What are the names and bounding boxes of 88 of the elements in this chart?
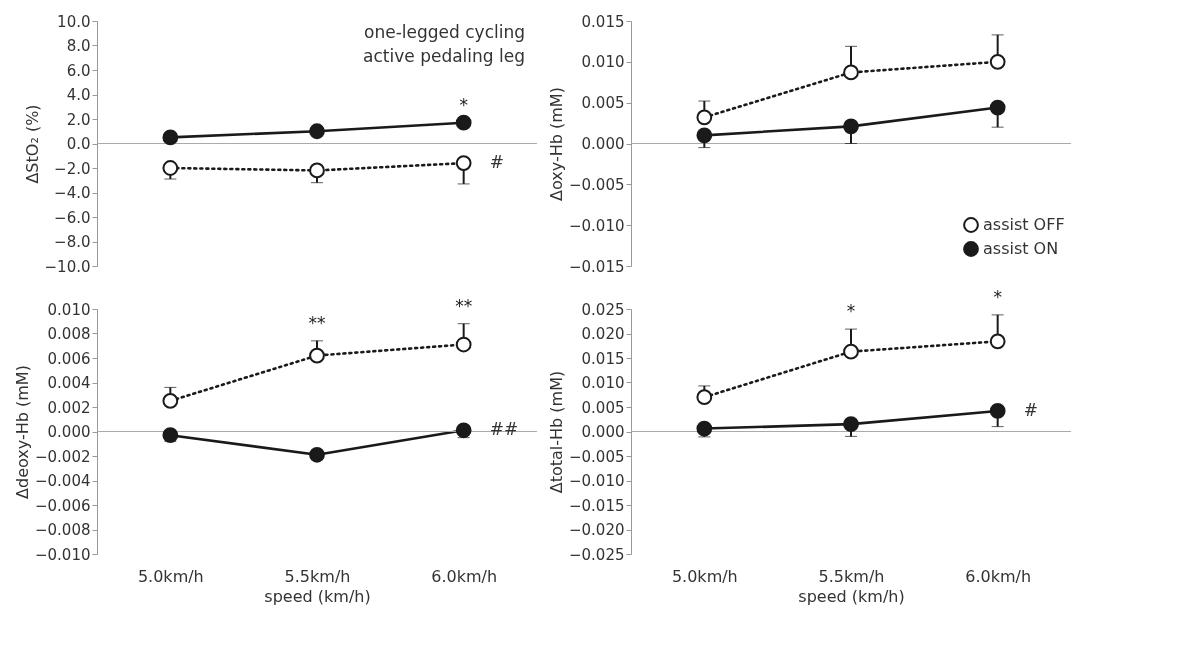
y-tick-label: 0.020 bbox=[581, 325, 625, 343]
annotation: active pedaling leg bbox=[363, 46, 525, 66]
annotation: ** bbox=[455, 295, 473, 316]
y-tick-label: 0.002 bbox=[47, 398, 91, 417]
y-tick-label: −8.0 bbox=[54, 233, 91, 251]
annotation: # bbox=[1023, 399, 1038, 420]
y-tick-label: −0.004 bbox=[34, 472, 91, 490]
point bbox=[309, 446, 325, 463]
y-tick-label: −0.025 bbox=[568, 545, 625, 564]
point bbox=[696, 420, 713, 437]
y-tick-label: −0.005 bbox=[568, 175, 625, 194]
y-tick-label: −0.006 bbox=[34, 496, 91, 515]
point bbox=[696, 389, 713, 406]
y-tick-label: 0.015 bbox=[581, 12, 625, 31]
y-tick-label: −0.010 bbox=[568, 472, 625, 490]
y-tick-label: −4.0 bbox=[54, 184, 91, 202]
point bbox=[843, 64, 859, 81]
y-tick-label: 0.0 bbox=[66, 135, 91, 153]
annotation: one-legged cycling bbox=[364, 22, 525, 42]
x-tick-label: 5.5km/h bbox=[818, 566, 885, 586]
annotation: ## bbox=[489, 419, 519, 440]
y-tick-label: 6.0 bbox=[66, 61, 91, 80]
annotation: ** bbox=[308, 312, 326, 333]
y-axis-title: Δtotal-Hb (mM) bbox=[546, 370, 566, 494]
annotation: * bbox=[459, 94, 468, 115]
y-tick-label: 0.000 bbox=[581, 423, 625, 441]
y-tick-label: −0.015 bbox=[568, 496, 625, 515]
x-axis-title: speed (km/h) bbox=[264, 586, 371, 606]
y-axis-title: ΔStO₂ (%) bbox=[22, 104, 42, 184]
y-tick-label: −6.0 bbox=[54, 208, 91, 227]
y-tick-label: −10.0 bbox=[44, 257, 91, 276]
y-tick-label: −0.010 bbox=[568, 216, 625, 235]
y-tick-label: 2.0 bbox=[66, 110, 91, 129]
y-tick-label: 0.010 bbox=[581, 53, 625, 72]
annotation: * bbox=[846, 301, 856, 322]
annotation: # bbox=[489, 152, 504, 173]
point bbox=[989, 99, 1006, 116]
x-tick-label: 5.5km/h bbox=[284, 566, 351, 586]
y-tick-label: 0.000 bbox=[581, 135, 625, 153]
y-tick-label: 0.000 bbox=[47, 423, 91, 441]
y-tick-label: 0.005 bbox=[581, 94, 625, 113]
point bbox=[989, 333, 1006, 350]
point bbox=[696, 127, 713, 144]
point bbox=[455, 422, 472, 439]
x-axis-title: speed (km/h) bbox=[798, 586, 905, 606]
point bbox=[309, 347, 325, 364]
y-tick-label: 0.008 bbox=[47, 325, 91, 343]
point bbox=[309, 123, 325, 140]
point bbox=[989, 53, 1006, 70]
y-tick-label: 8.0 bbox=[66, 37, 91, 55]
y-axis-title: Δoxy-Hb (mM) bbox=[546, 87, 566, 201]
y-tick-label: −0.020 bbox=[568, 521, 625, 539]
annotation: * bbox=[993, 286, 1002, 307]
point bbox=[162, 393, 179, 409]
x-tick-label: 5.0km/h bbox=[137, 566, 204, 586]
legend-label: assist OFF bbox=[983, 215, 1065, 234]
y-tick-label: −0.002 bbox=[34, 447, 91, 466]
y-tick-label: 0.005 bbox=[581, 398, 625, 417]
point bbox=[309, 162, 325, 179]
y-tick-label: 0.015 bbox=[581, 349, 625, 368]
point bbox=[843, 118, 859, 135]
y-tick-label: 0.010 bbox=[581, 374, 625, 392]
point bbox=[696, 109, 713, 126]
legend-label: assist ON bbox=[983, 239, 1059, 258]
point bbox=[455, 336, 472, 353]
y-tick-label: 0.025 bbox=[581, 300, 625, 319]
x-tick-label: 6.0km/h bbox=[431, 566, 498, 586]
point bbox=[989, 403, 1006, 419]
y-tick-label: −2.0 bbox=[54, 159, 91, 178]
y-tick-label: −0.015 bbox=[568, 257, 625, 276]
point bbox=[843, 416, 859, 433]
y-tick-label: 0.006 bbox=[47, 349, 91, 368]
y-tick-label: 0.004 bbox=[47, 374, 91, 392]
x-tick-label: 6.0km/h bbox=[965, 566, 1032, 586]
point bbox=[455, 114, 472, 131]
point bbox=[162, 129, 179, 146]
y-tick-label: 4.0 bbox=[66, 86, 91, 104]
point bbox=[455, 155, 472, 171]
x-tick-label: 5.0km/h bbox=[671, 566, 738, 586]
y-tick-label: −0.005 bbox=[568, 447, 625, 466]
y-tick-label: −0.008 bbox=[34, 521, 91, 539]
point bbox=[843, 343, 859, 360]
y-tick-label: −0.010 bbox=[34, 545, 91, 564]
point bbox=[162, 427, 179, 444]
point bbox=[162, 160, 179, 176]
y-tick-label: 0.010 bbox=[47, 300, 91, 319]
y-tick-label: 10.0 bbox=[57, 12, 91, 31]
y-axis-title: Δdeoxy-Hb (mM) bbox=[12, 365, 32, 499]
